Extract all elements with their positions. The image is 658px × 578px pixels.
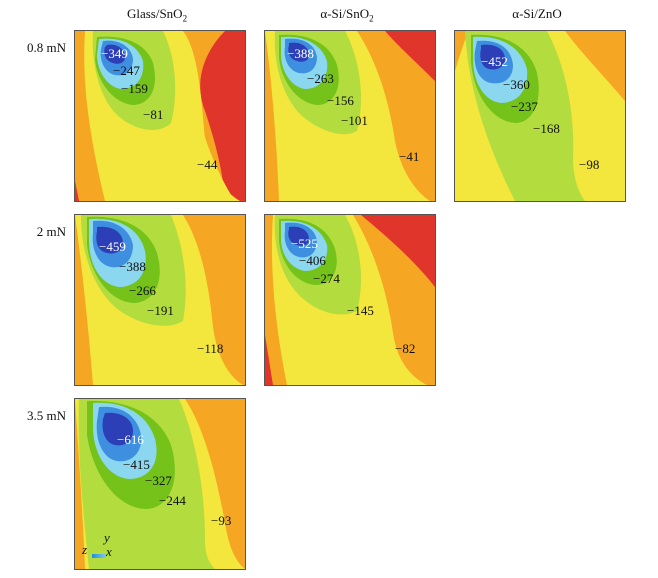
contour-label: −406 <box>299 253 326 268</box>
column-header-asi-sno2: α-Si/SnO2 <box>320 6 374 24</box>
contour-label: −237 <box>511 99 538 114</box>
contour-label: −244 <box>159 493 186 508</box>
contour-label: −360 <box>503 77 530 92</box>
column-header-glass-sno2: Glass/SnO2 <box>126 6 188 24</box>
contour-label: −191 <box>147 303 174 318</box>
contour-label: −82 <box>395 341 415 356</box>
column-header-asi-zno: α-Si/ZnO <box>512 6 562 21</box>
contour-label: −44 <box>197 157 218 172</box>
panel-asi-zno-0.8mn: −452 −360 −237 −168 −98 <box>454 30 626 202</box>
contour-label: −156 <box>327 93 354 108</box>
contour-label: −247 <box>113 63 140 78</box>
contour-label: −388 <box>119 259 146 274</box>
contour-label: −41 <box>399 149 419 164</box>
axis-x-label: x <box>106 544 112 559</box>
region-orange <box>565 31 625 101</box>
contour-label: −101 <box>341 113 368 128</box>
contour-label: −349 <box>101 46 128 61</box>
contour-label: −159 <box>121 81 148 96</box>
contour-label: −525 <box>291 236 318 251</box>
region-red <box>361 215 435 287</box>
contour-label: −168 <box>533 121 560 136</box>
contour-label: −118 <box>197 341 223 356</box>
contour-label: −452 <box>481 54 508 69</box>
axis-arrow-icon <box>92 554 106 558</box>
axis-triad: y z x <box>82 530 122 564</box>
contour-label: −327 <box>145 473 172 488</box>
contour-label: −274 <box>313 271 340 286</box>
region-deep-blue <box>104 44 125 64</box>
contour-label: −263 <box>307 71 334 86</box>
contour-label: −93 <box>211 513 231 528</box>
axis-y-label: y <box>104 530 110 545</box>
panel-glass-sno2-3.5mn: −616 −415 −327 −244 −93 <box>74 398 246 570</box>
panel-asi-sno2-0.8mn: −388 −263 −156 −101 −41 <box>264 30 436 202</box>
contour-label: −98 <box>579 157 599 172</box>
contour-label: −145 <box>347 303 374 318</box>
contour-label: −81 <box>143 107 163 122</box>
contour-label: −266 <box>129 283 156 298</box>
region-red-corner <box>75 181 79 201</box>
row-header-2mn: 2 mN <box>36 224 66 239</box>
row-header-3.5mn: 3.5 mN <box>27 408 66 423</box>
panel-glass-sno2-2mn: −459 −388 −266 −191 −118 <box>74 214 246 386</box>
region-red <box>385 31 435 81</box>
axis-z-label: z <box>82 542 88 557</box>
contour-label: −616 <box>117 432 144 447</box>
contour-label: −415 <box>123 457 150 472</box>
panel-glass-sno2-0.8mn: −349 −247 −159 −81 −44 <box>74 30 246 202</box>
contour-label: −388 <box>287 46 314 61</box>
panel-asi-sno2-2mn: −525 −406 −274 −145 −82 <box>264 214 436 386</box>
row-header-0.8mn: 0.8 mN <box>27 40 66 55</box>
region-red <box>200 31 245 201</box>
contour-label: −459 <box>99 239 126 254</box>
